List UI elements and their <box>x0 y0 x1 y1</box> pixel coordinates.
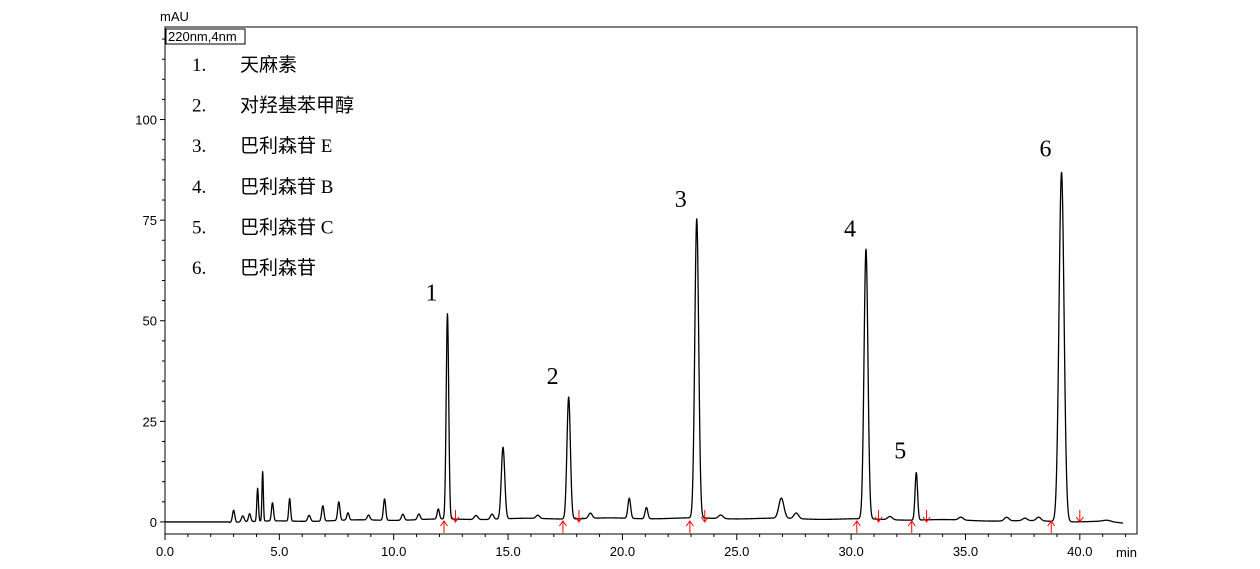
x-tick-label: 25.0 <box>724 544 749 559</box>
x-tick-label: 35.0 <box>953 544 978 559</box>
integration-marks <box>440 510 1084 533</box>
x-unit-label: min <box>1116 545 1137 560</box>
integration-end-mark <box>451 510 460 523</box>
integration-end-mark <box>700 510 709 523</box>
integration-end-mark <box>575 510 583 523</box>
peak-label: 5 <box>894 438 906 464</box>
y-axis: 0 25 50 75 100 <box>135 38 165 530</box>
x-tick-label: 15.0 <box>495 544 520 559</box>
integration-start-mark <box>1047 520 1056 533</box>
legend-compound-name: 天麻素 <box>240 54 297 76</box>
integration-start-mark <box>685 520 694 533</box>
integration-start-mark <box>559 520 567 533</box>
peak-label: 1 <box>425 281 437 307</box>
integration-start-mark <box>907 520 916 533</box>
peak-label: 4 <box>844 216 856 242</box>
x-tick-label: 20.0 <box>610 544 635 559</box>
y-tick-label: 75 <box>143 213 157 228</box>
legend-number: 6. <box>192 258 206 279</box>
legend-compound-name: 巴利森苷 C <box>240 216 333 238</box>
peak-label: 6 <box>1040 137 1052 163</box>
y-tick-label: 25 <box>143 414 157 429</box>
integration-end-mark <box>922 510 931 523</box>
integration-start-mark <box>852 520 861 533</box>
peak-label: 2 <box>547 364 559 390</box>
integration-start-mark <box>440 520 448 533</box>
peak-label: 3 <box>675 187 687 213</box>
x-tick-label: 10.0 <box>381 544 406 559</box>
channel-label-box <box>165 28 246 45</box>
x-tick-label: 5.0 <box>270 544 288 559</box>
y-tick-label: 50 <box>143 314 157 329</box>
legend-compound-name: 巴利森苷 B <box>240 176 333 198</box>
y-tick-label: 0 <box>150 515 157 530</box>
y-unit-label: mAU <box>160 9 189 24</box>
chromatogram-trace <box>164 171 1124 524</box>
legend-compound-name: 巴利森苷 E <box>240 135 332 157</box>
integration-end-mark <box>874 510 883 523</box>
integration-end-mark <box>1075 510 1084 523</box>
y-tick-label: 100 <box>135 113 157 128</box>
legend-number: 5. <box>192 217 206 238</box>
peak-labels: 1 2 3 4 5 6 <box>425 137 1051 465</box>
x-tick-label: 0.0 <box>156 544 174 559</box>
legend-number: 3. <box>192 136 206 157</box>
x-axis: 0.0 5.0 10.0 15.0 20.0 25.0 30.0 35.0 40.0 <box>156 534 1127 559</box>
x-tick-label: 30.0 <box>838 544 863 559</box>
legend: 1. 天麻素 2. 对羟基苯甲醇 3. 巴利森苷 E 4. 巴利森苷 B 5. 巴利森苷 C 6. 巴… <box>192 54 354 279</box>
channel-label: 220nm,4nm <box>168 29 237 44</box>
legend-number: 4. <box>192 177 206 198</box>
legend-number: 2. <box>192 96 206 117</box>
legend-number: 1. <box>192 55 206 76</box>
x-tick-label: 40.0 <box>1067 544 1092 559</box>
legend-compound-name: 对羟基苯甲醇 <box>240 95 354 117</box>
legend-compound-name: 巴利森苷 <box>240 257 316 279</box>
